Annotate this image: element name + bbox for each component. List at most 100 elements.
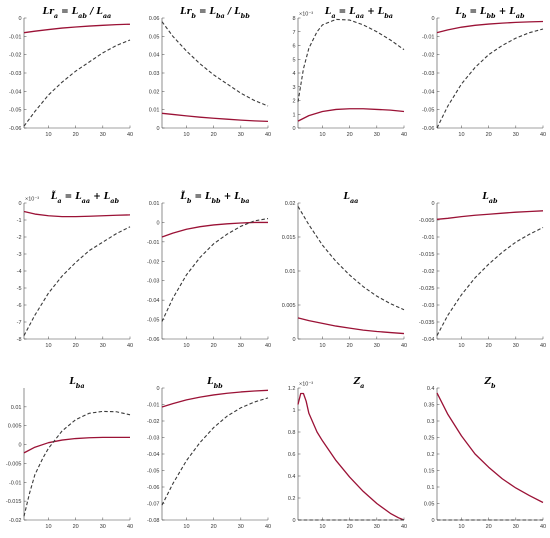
x-tick-label: 30: [374, 343, 380, 349]
x-tick-label: 40: [265, 524, 271, 530]
y-tick-label: 0.015: [282, 235, 296, 241]
x-tick-label: 10: [319, 524, 325, 530]
y-tick-label: 0: [431, 16, 434, 22]
y-tick-label: 5: [292, 57, 295, 63]
y-tick-label: 6: [292, 44, 295, 50]
dashed-series-line: [23, 39, 131, 127]
y-tick-label: -0.005: [419, 218, 435, 224]
y-tick-label: -0.06: [9, 126, 22, 132]
y-tick-label: -0.06: [422, 126, 435, 132]
y-tick-label: 7: [292, 30, 295, 36]
x-tick-label: 40: [401, 524, 407, 530]
x-tick-label: 20: [73, 132, 79, 138]
y-tick-label: -0.02: [422, 269, 435, 275]
x-tick-label: 30: [374, 132, 380, 138]
solid-series-line: [161, 389, 269, 408]
y-tick-label: -0.02: [9, 53, 22, 59]
dashed-series-line: [161, 21, 269, 107]
x-tick-label: 40: [540, 132, 546, 138]
y-tick-label: 0.01: [149, 108, 160, 114]
x-tick-label: 10: [45, 343, 51, 349]
chart-title: La = Laa + Lba: [324, 7, 393, 20]
y-tick-label: -0.04: [9, 89, 22, 95]
y-tick-label: 0: [431, 518, 434, 524]
y-tick-label: 0: [292, 337, 295, 343]
y-tick-label: -0.07: [147, 502, 160, 508]
y-tick-label: 0.02: [285, 201, 296, 207]
chart-panel-4: -0.06 -0.05 -0.04 -0.03 -0.02 -0.01 0 10 20 30 40 L…: [422, 7, 546, 138]
y-tick-label: -0.01: [147, 403, 160, 409]
dashed-series-line: [436, 226, 544, 336]
y-tick-label: 0.6: [288, 452, 296, 458]
solid-series-line: [161, 112, 269, 123]
y-tick-label: -0.015: [419, 252, 435, 258]
y-tick-label: 0.01: [149, 201, 160, 207]
x-tick-label: 40: [127, 524, 133, 530]
y-tick-label: -0.02: [422, 53, 435, 59]
chart-title: Zb: [483, 377, 496, 390]
y-tick-label: -7: [17, 320, 22, 326]
solid-series-line: [297, 392, 405, 521]
dashed-series-line: [297, 206, 405, 311]
x-tick-label: 30: [513, 343, 519, 349]
chart-panel-12: 0 0.05 0.1 0.15 0.2 0.25 0.3 0.35 0.4 10 20 30 40 Zb: [424, 377, 546, 530]
y-tick-label: 0.05: [149, 34, 160, 40]
solid-series-line: [23, 210, 131, 218]
y-tick-label: -0.03: [9, 71, 22, 77]
y-tick-label: -0.04: [422, 89, 435, 95]
x-tick-label: 10: [45, 524, 51, 530]
chart-title: Lrb = Lba / Lbb: [179, 7, 250, 20]
y-tick-label: -0.005: [6, 461, 22, 467]
dashed-series-line: [161, 397, 269, 506]
y-tick-label: 0.01: [285, 269, 296, 275]
axis-scale-label: ×10⁻³: [25, 197, 39, 203]
y-tick-label: -0.05: [147, 469, 160, 475]
y-tick-label: -0.08: [147, 518, 160, 524]
chart-title: Lbb: [206, 377, 223, 390]
x-tick-label: 40: [265, 132, 271, 138]
x-tick-label: 40: [127, 132, 133, 138]
x-tick-label: 30: [513, 524, 519, 530]
y-tick-label: 0.02: [149, 89, 160, 95]
x-tick-label: 10: [458, 343, 464, 349]
y-tick-label: -1: [17, 218, 22, 224]
y-tick-label: 0.4: [427, 386, 435, 392]
y-tick-label: 0.2: [427, 452, 435, 458]
y-tick-label: 0.3: [427, 419, 435, 425]
y-tick-label: -0.04: [147, 298, 160, 304]
x-tick-label: 30: [238, 132, 244, 138]
x-tick-label: 10: [183, 132, 189, 138]
chart-title: L̃b = Lbb + Lba: [179, 190, 249, 205]
chart-title: Lb = Lbb + Lab: [454, 7, 524, 20]
chart-panel-10: -0.08 -0.07 -0.06 -0.05 -0.04 -0.03 -0.02 -0.01…: [147, 377, 271, 530]
y-tick-label: 0.06: [149, 16, 160, 22]
chart-title: Lba: [68, 377, 84, 390]
x-tick-label: 20: [347, 132, 353, 138]
chart-panel-5: -8 -7 -6 -5 -4 -3 -2 -1 0 10 20 30 40 ×10⁻³ L̃a = Laa …: [17, 190, 133, 349]
chart-panel-9: -0.02 -0.015 -0.01 -0.005 0 0.005 0.01 10 20 30 40…: [6, 377, 133, 530]
y-tick-label: -6: [17, 303, 22, 309]
y-tick-label: 0.8: [288, 430, 296, 436]
y-tick-label: 0.4: [288, 474, 296, 480]
y-tick-label: -0.06: [147, 337, 160, 343]
y-tick-label: 0.04: [149, 53, 160, 59]
x-tick-label: 20: [211, 524, 217, 530]
chart-panel-1: -0.06 -0.05 -0.04 -0.03 -0.02 -0.01 0 10 20 30 40 L…: [9, 7, 133, 138]
y-tick-label: -0.05: [147, 318, 160, 324]
y-tick-label: 0: [156, 126, 159, 132]
y-tick-label: 0.01: [11, 405, 22, 411]
y-tick-label: 3: [292, 85, 295, 91]
x-tick-label: 20: [486, 524, 492, 530]
x-tick-label: 10: [183, 343, 189, 349]
y-tick-label: -0.03: [422, 303, 435, 309]
x-tick-label: 30: [100, 524, 106, 530]
x-tick-label: 40: [540, 343, 546, 349]
axis-scale-label: ×10⁻³: [299, 382, 313, 388]
y-tick-label: -0.04: [147, 452, 160, 458]
y-tick-label: -0.025: [419, 286, 435, 292]
y-tick-label: -0.05: [9, 108, 22, 114]
x-tick-label: 20: [73, 343, 79, 349]
x-tick-label: 10: [183, 524, 189, 530]
y-tick-label: 0.03: [149, 71, 160, 77]
y-tick-label: -0.02: [147, 419, 160, 425]
